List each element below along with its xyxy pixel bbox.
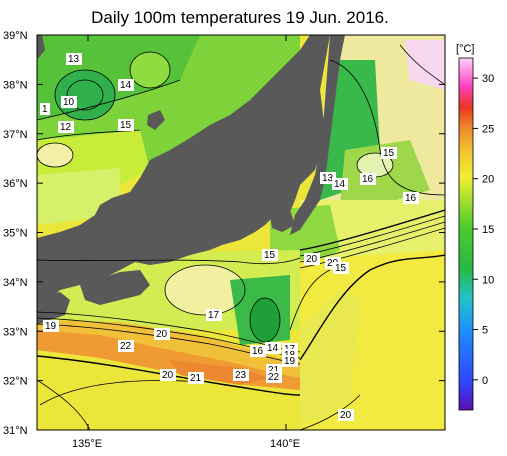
- contour-label: 14: [120, 80, 132, 91]
- contour-label: 15: [335, 263, 347, 274]
- contour-label-bg: [381, 147, 397, 159]
- lat-label: 37°N: [3, 129, 28, 141]
- contour-label-bg: [265, 342, 281, 354]
- contour-label: 23: [235, 370, 247, 381]
- map-field: [37, 35, 445, 430]
- lat-label: 32°N: [3, 376, 28, 388]
- lat-label: 31°N: [3, 425, 28, 437]
- lat-label: 34°N: [3, 277, 28, 289]
- contour-label-bg: [40, 103, 50, 115]
- contour-label: 22: [268, 372, 280, 383]
- contour-label-bg: [338, 409, 354, 421]
- contour-label: 14: [334, 179, 346, 190]
- contour-label: 20: [340, 410, 352, 421]
- contour-label: 19: [284, 356, 296, 367]
- contour-label-bg: [61, 96, 77, 108]
- contour-label: 1: [42, 104, 48, 115]
- contour-label: 16: [362, 174, 374, 185]
- lat-label: 36°N: [3, 178, 28, 190]
- colorbar-tick-label: 5: [482, 325, 488, 337]
- contour-label-bg: [403, 192, 419, 204]
- contour-label: 22: [120, 341, 132, 352]
- colorbar-unit: [°C]: [456, 43, 474, 55]
- contour-label-bg: [332, 178, 348, 190]
- lon-label: 135°E: [72, 438, 102, 450]
- land-areas: [37, 35, 345, 325]
- colorbar-tick-label: 25: [482, 123, 494, 135]
- contour-label-bg: [188, 372, 204, 384]
- lat-label: 38°N: [3, 79, 28, 91]
- lat-label: 35°N: [3, 228, 28, 240]
- contour-label: 21: [190, 373, 202, 384]
- contour-label-bg: [160, 369, 176, 381]
- contour-label-bg: [43, 320, 59, 332]
- colorbar-tick-label: 20: [482, 174, 494, 186]
- contour-label-bg: [266, 371, 282, 383]
- longitude-axis: 135°E 140°E: [72, 35, 300, 450]
- contour-label-bg: [250, 345, 266, 357]
- colorbar-tick-label: 10: [482, 274, 494, 286]
- lat-label: 33°N: [3, 326, 28, 338]
- contour-label: 12: [60, 122, 72, 133]
- colorbar: [458, 57, 474, 411]
- contour-label: 16: [405, 193, 417, 204]
- contour-label: 21: [268, 365, 280, 376]
- lon-label: 140°E: [270, 438, 300, 450]
- contour-label-bg: [118, 340, 134, 352]
- contour-label-bg: [118, 79, 134, 91]
- contour-label-bg: [154, 328, 170, 340]
- contour-label: 13: [68, 54, 80, 65]
- contour-label: 10: [63, 97, 75, 108]
- contour-label: 20: [156, 329, 168, 340]
- lat-label: 39°N: [3, 30, 28, 42]
- colorbar-tick-label: 30: [482, 73, 494, 85]
- contour-label-bg: [206, 309, 222, 321]
- colorbar-ticks: 30 25 20 15 10 5 0: [473, 73, 494, 387]
- contour-label: 15: [383, 148, 395, 159]
- latitude-axis: 39°N 38°N 37°N 36°N 35°N 34°N 33°N 32°N 31°N: [3, 30, 445, 437]
- contour-label: 20: [327, 258, 339, 269]
- contour-label-bg: [304, 253, 320, 265]
- map-title: Daily 100m temperatures 19 Jun. 2016.: [91, 8, 389, 27]
- contour-label-bg: [360, 173, 376, 185]
- contour-label-bg: [333, 262, 349, 274]
- contour-label-bg: [118, 119, 134, 131]
- contour-label: 20: [306, 254, 318, 265]
- contour-label: 15: [120, 120, 132, 131]
- colorbar-tick-label: 0: [482, 375, 488, 387]
- contour-label: 17: [208, 310, 220, 321]
- contour-label: 16: [252, 346, 264, 357]
- contour-label: 14: [267, 343, 279, 354]
- colorbar-tick-label: 15: [482, 224, 494, 236]
- contour-label-bg: [282, 355, 298, 367]
- contour-label: 13: [322, 173, 334, 184]
- contour-label: 15: [264, 250, 276, 261]
- contour-label: 20: [162, 370, 174, 381]
- contour-label: 19: [45, 321, 57, 332]
- contour-label-bg: [66, 53, 82, 65]
- contour-label-bg: [233, 369, 249, 381]
- contour-label-bg: [58, 121, 74, 133]
- contour-label-bg: [262, 249, 278, 261]
